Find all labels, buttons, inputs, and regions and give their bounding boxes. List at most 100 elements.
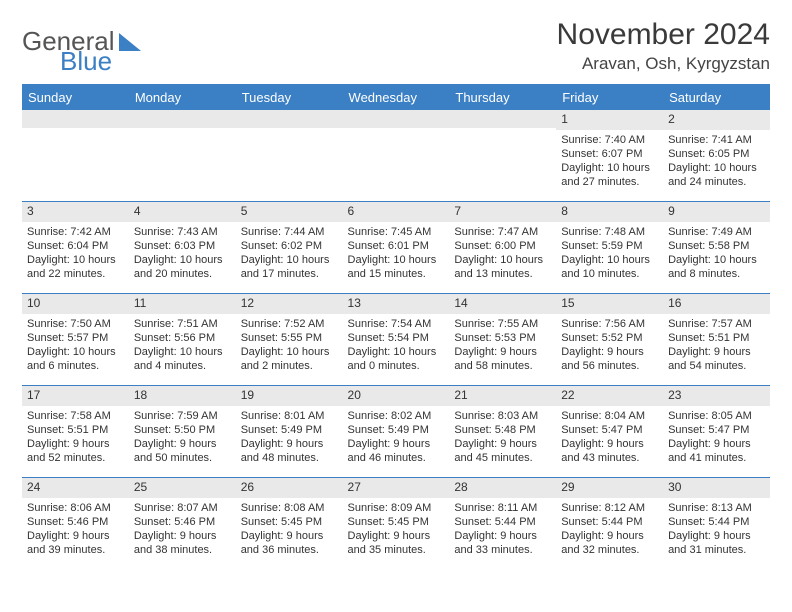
calendar-cell: 25Sunrise: 8:07 AMSunset: 5:46 PMDayligh… [129, 478, 236, 570]
calendar-cell: 6Sunrise: 7:45 AMSunset: 6:01 PMDaylight… [343, 202, 450, 294]
day-number: 22 [556, 386, 663, 406]
day-number: 6 [343, 202, 450, 222]
calendar-cell: 23Sunrise: 8:05 AMSunset: 5:47 PMDayligh… [663, 386, 770, 478]
day-number: 30 [663, 478, 770, 498]
col-tuesday: Tuesday [236, 85, 343, 110]
day-number: 2 [663, 110, 770, 130]
calendar-cell: 30Sunrise: 8:13 AMSunset: 5:44 PMDayligh… [663, 478, 770, 570]
day-details: Sunrise: 7:50 AMSunset: 5:57 PMDaylight:… [22, 314, 129, 379]
day-details: Sunrise: 8:06 AMSunset: 5:46 PMDaylight:… [22, 498, 129, 563]
calendar-cell: 8Sunrise: 7:48 AMSunset: 5:59 PMDaylight… [556, 202, 663, 294]
calendar-cell: 1Sunrise: 7:40 AMSunset: 6:07 PMDaylight… [556, 110, 663, 202]
day-number: 8 [556, 202, 663, 222]
month-title: November 2024 [557, 18, 770, 52]
day-number: 17 [22, 386, 129, 406]
calendar-row: 1Sunrise: 7:40 AMSunset: 6:07 PMDaylight… [22, 110, 770, 202]
empty-day-header [236, 110, 343, 128]
col-saturday: Saturday [663, 85, 770, 110]
col-sunday: Sunday [22, 85, 129, 110]
day-number: 13 [343, 294, 450, 314]
day-details: Sunrise: 7:59 AMSunset: 5:50 PMDaylight:… [129, 406, 236, 471]
calendar-cell: 11Sunrise: 7:51 AMSunset: 5:56 PMDayligh… [129, 294, 236, 386]
day-number: 16 [663, 294, 770, 314]
calendar-table: Sunday Monday Tuesday Wednesday Thursday… [22, 84, 770, 570]
day-details: Sunrise: 7:41 AMSunset: 6:05 PMDaylight:… [663, 130, 770, 195]
day-details: Sunrise: 8:08 AMSunset: 5:45 PMDaylight:… [236, 498, 343, 563]
calendar-cell [343, 110, 450, 202]
day-number: 14 [449, 294, 556, 314]
day-details: Sunrise: 7:58 AMSunset: 5:51 PMDaylight:… [22, 406, 129, 471]
day-number: 11 [129, 294, 236, 314]
calendar-cell: 19Sunrise: 8:01 AMSunset: 5:49 PMDayligh… [236, 386, 343, 478]
day-number: 27 [343, 478, 450, 498]
day-details: Sunrise: 8:09 AMSunset: 5:45 PMDaylight:… [343, 498, 450, 563]
day-number: 29 [556, 478, 663, 498]
day-details: Sunrise: 7:43 AMSunset: 6:03 PMDaylight:… [129, 222, 236, 287]
day-number: 12 [236, 294, 343, 314]
logo-word-blue: Blue [60, 46, 112, 77]
day-details: Sunrise: 7:42 AMSunset: 6:04 PMDaylight:… [22, 222, 129, 287]
day-details: Sunrise: 7:57 AMSunset: 5:51 PMDaylight:… [663, 314, 770, 379]
empty-day-header [449, 110, 556, 128]
calendar-cell: 16Sunrise: 7:57 AMSunset: 5:51 PMDayligh… [663, 294, 770, 386]
calendar-cell: 28Sunrise: 8:11 AMSunset: 5:44 PMDayligh… [449, 478, 556, 570]
day-number: 1 [556, 110, 663, 130]
calendar-cell: 3Sunrise: 7:42 AMSunset: 6:04 PMDaylight… [22, 202, 129, 294]
calendar-cell [129, 110, 236, 202]
day-number: 19 [236, 386, 343, 406]
calendar-cell: 24Sunrise: 8:06 AMSunset: 5:46 PMDayligh… [22, 478, 129, 570]
calendar-row: 10Sunrise: 7:50 AMSunset: 5:57 PMDayligh… [22, 294, 770, 386]
title-block: November 2024 Aravan, Osh, Kyrgyzstan [557, 18, 770, 74]
day-number: 24 [22, 478, 129, 498]
col-monday: Monday [129, 85, 236, 110]
calendar-cell: 12Sunrise: 7:52 AMSunset: 5:55 PMDayligh… [236, 294, 343, 386]
calendar-cell: 13Sunrise: 7:54 AMSunset: 5:54 PMDayligh… [343, 294, 450, 386]
calendar-cell [449, 110, 556, 202]
day-number: 23 [663, 386, 770, 406]
day-details: Sunrise: 7:45 AMSunset: 6:01 PMDaylight:… [343, 222, 450, 287]
day-details: Sunrise: 8:12 AMSunset: 5:44 PMDaylight:… [556, 498, 663, 563]
day-number: 18 [129, 386, 236, 406]
calendar-cell: 26Sunrise: 8:08 AMSunset: 5:45 PMDayligh… [236, 478, 343, 570]
day-details: Sunrise: 7:48 AMSunset: 5:59 PMDaylight:… [556, 222, 663, 287]
day-number: 20 [343, 386, 450, 406]
calendar-cell: 15Sunrise: 7:56 AMSunset: 5:52 PMDayligh… [556, 294, 663, 386]
day-number: 21 [449, 386, 556, 406]
col-thursday: Thursday [449, 85, 556, 110]
empty-day-header [343, 110, 450, 128]
day-details: Sunrise: 8:13 AMSunset: 5:44 PMDaylight:… [663, 498, 770, 563]
header: General November 2024 Aravan, Osh, Kyrgy… [22, 18, 770, 74]
day-details: Sunrise: 7:54 AMSunset: 5:54 PMDaylight:… [343, 314, 450, 379]
day-details: Sunrise: 7:44 AMSunset: 6:02 PMDaylight:… [236, 222, 343, 287]
calendar-cell: 20Sunrise: 8:02 AMSunset: 5:49 PMDayligh… [343, 386, 450, 478]
calendar-cell: 10Sunrise: 7:50 AMSunset: 5:57 PMDayligh… [22, 294, 129, 386]
calendar-cell: 9Sunrise: 7:49 AMSunset: 5:58 PMDaylight… [663, 202, 770, 294]
dayname-row: Sunday Monday Tuesday Wednesday Thursday… [22, 85, 770, 110]
col-friday: Friday [556, 85, 663, 110]
calendar-cell: 21Sunrise: 8:03 AMSunset: 5:48 PMDayligh… [449, 386, 556, 478]
day-details: Sunrise: 7:40 AMSunset: 6:07 PMDaylight:… [556, 130, 663, 195]
day-number: 15 [556, 294, 663, 314]
calendar-cell: 18Sunrise: 7:59 AMSunset: 5:50 PMDayligh… [129, 386, 236, 478]
calendar-cell: 14Sunrise: 7:55 AMSunset: 5:53 PMDayligh… [449, 294, 556, 386]
calendar-cell [236, 110, 343, 202]
day-number: 5 [236, 202, 343, 222]
day-details: Sunrise: 8:02 AMSunset: 5:49 PMDaylight:… [343, 406, 450, 471]
calendar-row: 24Sunrise: 8:06 AMSunset: 5:46 PMDayligh… [22, 478, 770, 570]
day-number: 3 [22, 202, 129, 222]
day-number: 25 [129, 478, 236, 498]
day-number: 7 [449, 202, 556, 222]
day-number: 4 [129, 202, 236, 222]
day-details: Sunrise: 8:01 AMSunset: 5:49 PMDaylight:… [236, 406, 343, 471]
day-details: Sunrise: 7:56 AMSunset: 5:52 PMDaylight:… [556, 314, 663, 379]
sail-icon [119, 33, 141, 51]
day-number: 28 [449, 478, 556, 498]
calendar-row: 17Sunrise: 7:58 AMSunset: 5:51 PMDayligh… [22, 386, 770, 478]
calendar-cell [22, 110, 129, 202]
day-details: Sunrise: 8:07 AMSunset: 5:46 PMDaylight:… [129, 498, 236, 563]
day-details: Sunrise: 8:11 AMSunset: 5:44 PMDaylight:… [449, 498, 556, 563]
calendar-cell: 17Sunrise: 7:58 AMSunset: 5:51 PMDayligh… [22, 386, 129, 478]
calendar-cell: 5Sunrise: 7:44 AMSunset: 6:02 PMDaylight… [236, 202, 343, 294]
empty-day-header [129, 110, 236, 128]
calendar-cell: 7Sunrise: 7:47 AMSunset: 6:00 PMDaylight… [449, 202, 556, 294]
